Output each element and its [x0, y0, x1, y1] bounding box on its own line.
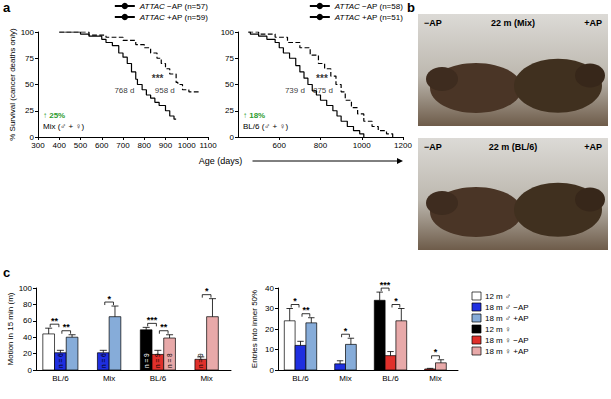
svg-text:Motion in 15 min (m): Motion in 15 min (m): [6, 292, 15, 365]
svg-text:**: **: [63, 322, 71, 332]
svg-text:b: b: [407, 0, 415, 15]
svg-text:800: 800: [314, 141, 328, 150]
svg-text:20: 20: [23, 349, 32, 358]
svg-text:Mix: Mix: [339, 374, 351, 383]
svg-text:958 d: 958 d: [155, 86, 175, 95]
svg-text:300: 300: [31, 141, 45, 150]
svg-text:600: 600: [273, 141, 287, 150]
svg-text:0: 0: [270, 366, 275, 375]
svg-text:20: 20: [265, 325, 274, 334]
svg-text:25: 25: [25, 106, 34, 115]
svg-text:12 m ♀: 12 m ♀: [485, 325, 511, 334]
svg-text:Mix: Mix: [200, 374, 212, 383]
svg-text:ATTAC: ATTAC: [139, 2, 165, 11]
svg-text:100: 100: [221, 28, 235, 37]
svg-text:739 d: 739 d: [285, 86, 305, 95]
svg-text:600: 600: [95, 141, 109, 150]
svg-text:50: 50: [225, 80, 234, 89]
svg-text:Age (days): Age (days): [199, 156, 243, 166]
svg-text:18 m ♂ +AP: 18 m ♂ +AP: [485, 314, 529, 323]
svg-text:***: ***: [380, 280, 391, 290]
svg-text:n = 9: n = 9: [197, 353, 204, 368]
svg-text:Entries into inner 50%: Entries into inner 50%: [250, 290, 259, 368]
svg-text:900: 900: [159, 141, 173, 150]
svg-text:ATTAC: ATTAC: [334, 13, 360, 22]
svg-text:500: 500: [74, 141, 88, 150]
svg-text:+AP (n=59): +AP (n=59): [165, 13, 208, 22]
svg-text:25: 25: [225, 106, 234, 115]
svg-text:700: 700: [116, 141, 130, 150]
svg-text:60: 60: [23, 316, 32, 325]
svg-text:−AP (n=58): −AP (n=58): [360, 2, 403, 11]
svg-text:75: 75: [225, 54, 234, 63]
svg-text:+AP (n=51): +AP (n=51): [360, 13, 403, 22]
svg-text:Mix: Mix: [429, 374, 441, 383]
svg-text:1200: 1200: [394, 141, 412, 150]
svg-text:↑ 25%: ↑ 25%: [43, 111, 65, 120]
svg-text:BL/6: BL/6: [382, 374, 399, 383]
svg-text:12 m ♂: 12 m ♂: [485, 292, 511, 301]
svg-text:**: **: [51, 316, 59, 326]
svg-text:18 m ♀ +AP: 18 m ♀ +AP: [485, 347, 529, 356]
svg-text:***: ***: [147, 315, 158, 325]
svg-text:*: *: [344, 326, 348, 336]
svg-text:100: 100: [19, 284, 33, 293]
svg-text:BL/6 (♂ + ♀): BL/6 (♂ + ♀): [243, 122, 288, 131]
svg-text:0: 0: [29, 132, 34, 142]
svg-text:−AP: −AP: [424, 142, 442, 152]
svg-text:*: *: [293, 296, 297, 306]
svg-text:1000: 1000: [353, 141, 371, 150]
svg-text:c: c: [3, 265, 10, 280]
svg-text:75: 75: [25, 54, 34, 63]
svg-text:1100: 1100: [199, 141, 217, 150]
svg-text:↑ 18%: ↑ 18%: [243, 111, 265, 120]
svg-text:n = 6: n = 6: [100, 353, 107, 368]
svg-text:*: *: [434, 347, 438, 357]
svg-text:−AP: −AP: [424, 18, 442, 28]
svg-text:*: *: [394, 296, 398, 306]
svg-text:% Survival (cancer deaths only: % Survival (cancer deaths only): [8, 28, 17, 141]
svg-text:10: 10: [265, 345, 274, 354]
svg-text:30: 30: [265, 304, 274, 313]
svg-text:22 m (Mix): 22 m (Mix): [491, 18, 535, 28]
svg-text:n = 8: n = 8: [166, 353, 173, 368]
svg-text:BL/6: BL/6: [150, 374, 167, 383]
svg-text:800: 800: [138, 141, 152, 150]
svg-text:BL/6: BL/6: [292, 374, 309, 383]
svg-text:Mix: Mix: [103, 374, 115, 383]
svg-text:n = 6: n = 6: [57, 353, 64, 368]
svg-text:18 m ♂ −AP: 18 m ♂ −AP: [485, 303, 529, 312]
svg-text:40: 40: [265, 284, 274, 293]
svg-text:−AP (n=57): −AP (n=57): [165, 2, 208, 11]
svg-text:a: a: [3, 0, 11, 15]
svg-text:1000: 1000: [178, 141, 196, 150]
svg-text:ATTAC: ATTAC: [139, 13, 165, 22]
svg-text:875 d: 875 d: [312, 86, 333, 95]
svg-text:400: 400: [53, 141, 67, 150]
svg-text:+AP: +AP: [584, 18, 602, 28]
svg-text:ATTAC: ATTAC: [334, 2, 360, 11]
svg-text:Mix (♂ + ♀): Mix (♂ + ♀): [43, 122, 84, 131]
svg-text:**: **: [160, 322, 168, 332]
svg-text:+AP: +AP: [584, 142, 602, 152]
svg-text:0: 0: [230, 133, 235, 142]
svg-text:40: 40: [23, 333, 32, 342]
svg-text:22 m (BL/6): 22 m (BL/6): [489, 142, 538, 152]
svg-text:*: *: [107, 294, 111, 304]
svg-text:*: *: [205, 286, 209, 296]
svg-text:18 m ♀ −AP: 18 m ♀ −AP: [485, 336, 529, 345]
svg-text:BL/6: BL/6: [52, 374, 69, 383]
svg-text:0: 0: [28, 366, 33, 375]
svg-text:80: 80: [23, 300, 32, 309]
svg-text:***: ***: [316, 73, 328, 84]
svg-text:50: 50: [25, 80, 34, 89]
svg-text:n = 9: n = 9: [143, 353, 150, 368]
svg-text:100: 100: [21, 28, 35, 37]
svg-text:***: ***: [152, 73, 164, 84]
svg-text:768 d: 768 d: [114, 86, 134, 95]
svg-text:n = 9: n = 9: [154, 353, 161, 368]
svg-text:**: **: [302, 305, 310, 315]
